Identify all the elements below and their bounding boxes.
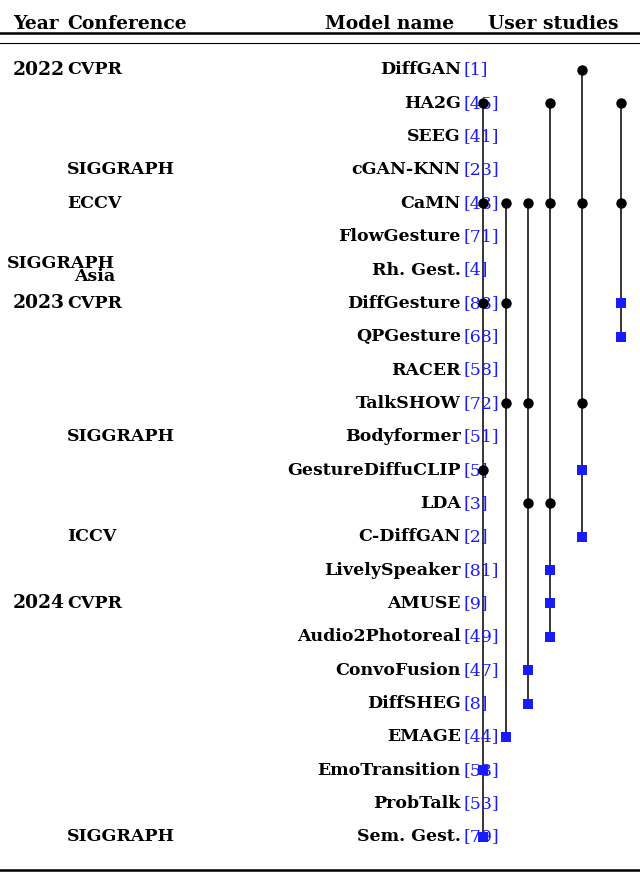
Text: [53]: [53] <box>463 762 499 779</box>
Text: [3]: [3] <box>463 495 488 512</box>
Text: [4]: [4] <box>463 262 488 279</box>
Text: SIGGRAPH: SIGGRAPH <box>67 162 175 178</box>
Text: [71]: [71] <box>463 228 499 245</box>
Text: [58]: [58] <box>463 361 499 378</box>
Text: SIGGRAPH: SIGGRAPH <box>7 255 115 273</box>
Text: RACER: RACER <box>391 361 461 378</box>
Text: Asia: Asia <box>74 268 115 285</box>
Text: [68]: [68] <box>463 329 499 345</box>
Text: [8]: [8] <box>463 695 488 712</box>
Text: DiffGesture: DiffGesture <box>348 295 461 312</box>
Text: [5]: [5] <box>463 462 488 479</box>
Text: ConvoFusion: ConvoFusion <box>335 662 461 678</box>
Text: Bodyformer: Bodyformer <box>345 428 461 445</box>
Text: TalkSHOW: TalkSHOW <box>356 395 461 412</box>
Text: GestureDiffuCLIP: GestureDiffuCLIP <box>287 462 461 479</box>
Text: CVPR: CVPR <box>67 61 122 78</box>
Text: DiffSHEG: DiffSHEG <box>367 695 461 712</box>
Text: HA2G: HA2G <box>404 95 461 112</box>
Text: Conference: Conference <box>67 15 187 33</box>
Text: ECCV: ECCV <box>67 194 122 212</box>
Text: [23]: [23] <box>463 162 499 178</box>
Text: [1]: [1] <box>463 61 488 78</box>
Text: Model name: Model name <box>325 15 454 33</box>
Text: SIGGRAPH: SIGGRAPH <box>67 829 175 845</box>
Text: EmoTransition: EmoTransition <box>317 762 461 779</box>
Text: C-DiffGAN: C-DiffGAN <box>358 528 461 545</box>
Text: Audio2Photoreal: Audio2Photoreal <box>297 629 461 646</box>
Text: [72]: [72] <box>463 395 499 412</box>
Text: LDA: LDA <box>420 495 461 512</box>
Text: [79]: [79] <box>463 829 499 845</box>
Text: cGAN-KNN: cGAN-KNN <box>351 162 461 178</box>
Text: [51]: [51] <box>463 428 499 445</box>
Text: Rh. Gest.: Rh. Gest. <box>372 262 461 279</box>
Text: 2024: 2024 <box>13 594 65 613</box>
Text: SEEG: SEEG <box>407 128 461 145</box>
Text: EMAGE: EMAGE <box>387 728 461 745</box>
Text: DiffGAN: DiffGAN <box>380 61 461 78</box>
Text: [2]: [2] <box>463 528 488 545</box>
Text: [45]: [45] <box>463 95 499 112</box>
Text: User studies: User studies <box>488 15 619 33</box>
Text: LivelySpeaker: LivelySpeaker <box>324 561 461 579</box>
Text: [47]: [47] <box>463 662 499 678</box>
Text: [53]: [53] <box>463 795 499 812</box>
Text: 2023: 2023 <box>13 294 65 313</box>
Text: Year: Year <box>13 15 58 33</box>
Text: [9]: [9] <box>463 595 488 612</box>
Text: SIGGRAPH: SIGGRAPH <box>67 428 175 445</box>
Text: [43]: [43] <box>463 194 499 212</box>
Text: [44]: [44] <box>463 728 499 745</box>
Text: FlowGesture: FlowGesture <box>339 228 461 245</box>
Text: [41]: [41] <box>463 128 499 145</box>
Text: CVPR: CVPR <box>67 595 122 612</box>
Text: [81]: [81] <box>463 561 499 579</box>
Text: CVPR: CVPR <box>67 295 122 312</box>
Text: AMUSE: AMUSE <box>387 595 461 612</box>
Text: [49]: [49] <box>463 629 499 646</box>
Text: Sem. Gest.: Sem. Gest. <box>357 829 461 845</box>
Text: ICCV: ICCV <box>67 528 116 545</box>
Text: QPGesture: QPGesture <box>356 329 461 345</box>
Text: ProbTalk: ProbTalk <box>373 795 461 812</box>
Text: CaMN: CaMN <box>401 194 461 212</box>
Text: [83]: [83] <box>463 295 499 312</box>
Text: 2022: 2022 <box>13 61 65 79</box>
